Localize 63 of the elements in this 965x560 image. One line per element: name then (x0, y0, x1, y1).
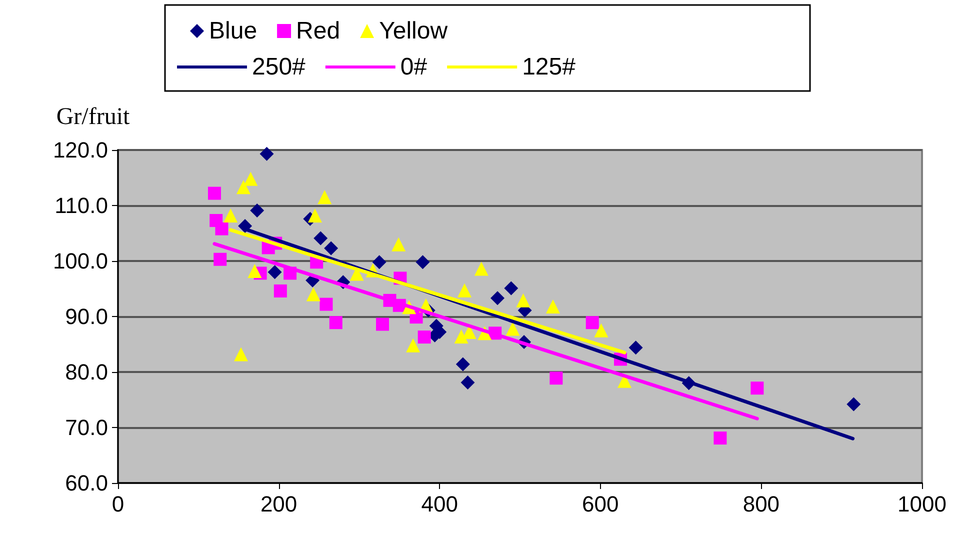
point (750, 382, 764, 395)
point (454, 329, 468, 344)
point (594, 323, 608, 338)
point (248, 264, 262, 278)
y-tick-label: 80.0 (65, 360, 108, 384)
legend-label: Yellow (379, 18, 448, 44)
point (628, 340, 643, 355)
point (418, 330, 431, 344)
point (274, 284, 287, 298)
point (550, 372, 563, 385)
point (586, 316, 599, 330)
point (714, 432, 727, 445)
y-tick-label: 120.0 (52, 138, 108, 162)
point (546, 300, 560, 314)
legend-label: 0# (400, 54, 428, 80)
y-tick-label: 60.0 (65, 470, 108, 496)
x-tick-label: 600 (582, 492, 619, 516)
point (846, 397, 861, 412)
point (244, 172, 258, 186)
point (460, 376, 475, 390)
point (506, 322, 520, 336)
point (416, 255, 430, 270)
y-tick-label: 90.0 (65, 304, 108, 329)
x-tick-label: 800 (742, 492, 780, 516)
point (306, 287, 320, 302)
point (392, 237, 406, 252)
y-tick-label: 110.0 (54, 193, 108, 218)
legend-label: Red (296, 18, 340, 44)
point (318, 190, 332, 204)
point (516, 293, 530, 308)
x-tick-label: 1000 (898, 492, 946, 516)
point (329, 316, 342, 330)
point (504, 281, 518, 296)
point (314, 231, 328, 246)
point (324, 241, 338, 256)
point (320, 298, 333, 311)
point (215, 222, 228, 236)
x-tick-label: 400 (421, 492, 458, 516)
y-axis-title: Gr/fruit (56, 104, 130, 130)
point (406, 338, 420, 352)
point (208, 186, 221, 200)
legend-label: Blue (209, 18, 258, 44)
point (458, 283, 472, 298)
point (376, 318, 390, 331)
legend-label: 250# (252, 54, 306, 80)
x-tick-label: 0 (112, 492, 124, 516)
point (214, 252, 227, 266)
y-tick-label: 100.0 (52, 248, 108, 274)
point (260, 146, 274, 161)
point (234, 347, 248, 362)
y-tick-label: 70.0 (65, 415, 108, 440)
point (236, 180, 250, 194)
point (456, 357, 470, 372)
point (462, 325, 476, 340)
point (250, 203, 264, 218)
point (372, 255, 386, 270)
point (490, 291, 504, 306)
point (308, 208, 322, 222)
point (474, 262, 488, 276)
x-tick-label: 200 (260, 492, 298, 516)
point (224, 208, 238, 222)
point (268, 265, 282, 280)
legend-label: 125# (522, 54, 576, 80)
